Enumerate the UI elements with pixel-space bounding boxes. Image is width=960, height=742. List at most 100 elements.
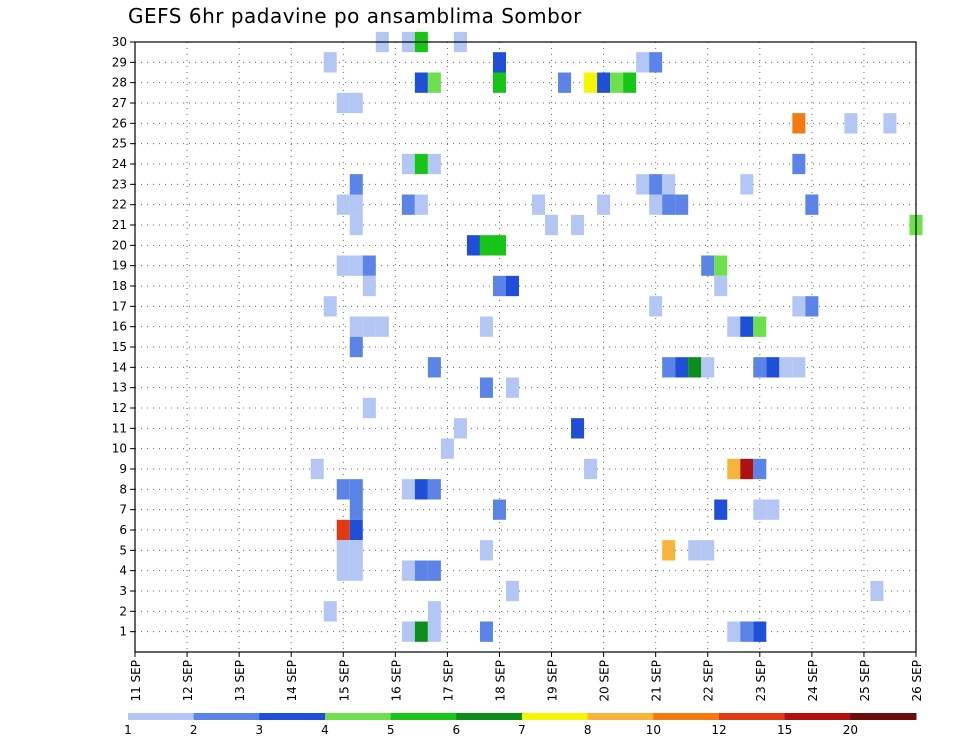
heatmap-cell	[610, 72, 624, 93]
heatmap-cell	[883, 113, 897, 134]
x-tick-label: 21 SEP	[650, 660, 664, 702]
heatmap-cell	[740, 174, 754, 195]
y-tick-label: 10	[112, 442, 127, 456]
x-tick-labels: 11 SEP 12 SEP 13 SEP 14 SEP 15 SEP 16 SEP 17 S…	[129, 652, 924, 702]
y-tick-label: 22	[112, 198, 127, 212]
heatmap-cell	[740, 458, 754, 480]
heatmap-cell	[649, 296, 663, 317]
y-tick-label: 15	[112, 340, 127, 354]
heatmap-cell	[688, 540, 702, 561]
x-tick-label: 26 SEP	[910, 660, 924, 702]
y-tick-label: 28	[112, 76, 127, 90]
heatmap-cell	[375, 316, 389, 337]
heatmap-cell	[649, 194, 663, 215]
y-tick-label: 5	[119, 543, 127, 557]
legend-swatch	[850, 713, 917, 720]
y-tick-label: 7	[119, 503, 127, 517]
heatmap-cell	[675, 194, 689, 215]
heatmap-cell	[766, 499, 780, 520]
heatmap-cell	[336, 560, 350, 581]
heatmap-cell	[714, 255, 728, 276]
heatmap-cell	[505, 377, 519, 398]
y-tick-label: 12	[112, 401, 127, 415]
heatmap-cell	[870, 580, 884, 602]
heatmap-cell	[753, 458, 767, 480]
heatmap-cell	[414, 153, 428, 175]
y-tick-label: 8	[119, 482, 127, 496]
heatmap-cell	[427, 560, 441, 581]
legend-swatch	[259, 713, 326, 720]
chart-title: GEFS 6hr padavine po ansamblima Sombor	[128, 4, 582, 28]
heatmap-cell	[753, 621, 767, 642]
legend-label: 6	[453, 723, 461, 737]
heatmap-cell	[427, 621, 441, 642]
heatmap-cell	[701, 540, 715, 561]
heatmap-cell	[349, 174, 363, 195]
color-legend: 1 2 3 4 5 6 7 8 10 12 15 20	[124, 713, 917, 737]
legend-swatch	[325, 713, 392, 720]
heatmap-cell	[779, 357, 793, 378]
y-tick-label: 16	[112, 320, 127, 334]
heatmap-cell	[401, 560, 415, 581]
grid-lines	[135, 42, 916, 652]
heatmap-cell	[597, 194, 611, 215]
y-tick-label: 30	[112, 35, 127, 49]
legend-label: 20	[843, 723, 858, 737]
legend-swatch	[587, 713, 654, 720]
heatmap-cell	[336, 540, 350, 561]
legend-swatch	[456, 713, 523, 720]
y-tick-label: 19	[112, 259, 127, 273]
legend-label: 3	[256, 723, 264, 737]
heatmap-cell	[727, 621, 741, 642]
heatmap-cell	[427, 601, 441, 622]
x-tick-label: 25 SEP	[858, 660, 872, 702]
heatmap-cell	[336, 194, 350, 215]
heatmap-cell	[844, 113, 858, 134]
heatmap-cell	[662, 174, 676, 195]
heatmap-cell	[362, 397, 376, 419]
heatmap-cell	[440, 438, 454, 459]
heatmap-cell	[362, 316, 376, 337]
heatmap-cell	[414, 560, 428, 581]
heatmap-cell	[649, 174, 663, 195]
heatmap-cell	[505, 580, 519, 602]
heatmap-cell	[453, 418, 467, 439]
heatmap-cell	[545, 214, 559, 236]
heatmap-cell	[323, 601, 337, 622]
heatmap-cell	[401, 479, 415, 500]
y-tick-label: 24	[112, 157, 127, 171]
x-tick-label: 24 SEP	[806, 660, 820, 702]
heatmap-cell	[336, 519, 350, 541]
y-tick-label: 17	[112, 299, 127, 313]
heatmap-cell	[427, 479, 441, 500]
heatmap-cell	[727, 316, 741, 337]
legend-swatch	[653, 713, 720, 720]
heatmap-cell	[558, 72, 572, 93]
heatmap-cell	[310, 458, 324, 480]
heatmap-cell	[466, 235, 480, 256]
heatmap-cell	[662, 540, 676, 561]
legend-label: 8	[584, 723, 592, 737]
heatmap-cells	[310, 31, 923, 642]
heatmap-cell	[349, 214, 363, 236]
heatmap-cell	[701, 255, 715, 276]
heatmap-cell	[349, 336, 363, 358]
legend-label: 15	[777, 723, 792, 737]
heatmap-cell	[532, 194, 546, 215]
legend-swatch	[128, 713, 195, 720]
x-tick-label: 19 SEP	[546, 660, 560, 702]
heatmap-cell	[492, 275, 506, 297]
y-tick-label: 13	[112, 381, 127, 395]
y-tick-label: 23	[112, 177, 127, 191]
heatmap-cell	[584, 72, 598, 93]
x-tick-label: 16 SEP	[389, 660, 403, 702]
heatmap-cell	[662, 194, 676, 215]
x-tick-label: 17 SEP	[441, 660, 455, 702]
heatmap-cell	[649, 52, 663, 73]
heatmap-cell	[323, 52, 337, 73]
heatmap-cell	[792, 357, 806, 378]
y-tick-label: 27	[112, 96, 127, 110]
y-tick-label: 1	[119, 625, 127, 639]
legend-swatch	[784, 713, 851, 720]
heatmap-cell	[479, 316, 493, 337]
